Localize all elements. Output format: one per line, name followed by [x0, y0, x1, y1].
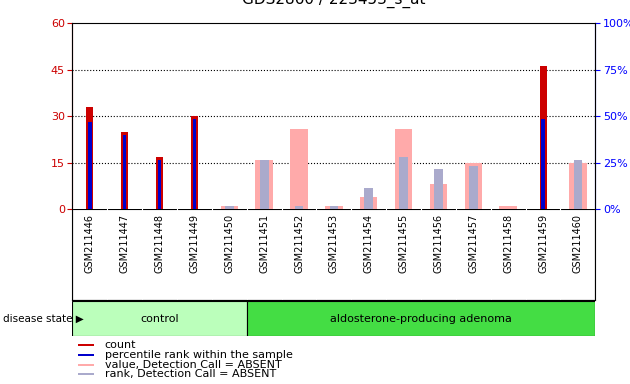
Text: count: count	[105, 340, 136, 350]
Text: GSM211449: GSM211449	[190, 214, 200, 273]
Text: GSM211446: GSM211446	[85, 214, 95, 273]
Text: percentile rank within the sample: percentile rank within the sample	[105, 350, 292, 360]
Text: GSM211456: GSM211456	[433, 214, 444, 273]
Text: GSM211454: GSM211454	[364, 214, 374, 273]
Bar	[395, 129, 412, 209]
Bar	[121, 132, 129, 209]
Text: control: control	[140, 314, 179, 324]
Bar	[156, 157, 163, 209]
Bar	[247, 301, 595, 336]
Text: GSM211448: GSM211448	[154, 214, 164, 273]
Bar	[191, 116, 198, 209]
Bar	[72, 209, 595, 300]
Bar	[329, 206, 338, 209]
Bar	[434, 169, 443, 209]
Bar	[569, 163, 587, 209]
Text: GSM211451: GSM211451	[259, 214, 269, 273]
Text: GSM211457: GSM211457	[468, 214, 478, 273]
Bar	[225, 206, 234, 209]
Bar	[539, 66, 547, 209]
Bar	[72, 301, 247, 336]
Text: GSM211459: GSM211459	[538, 214, 548, 273]
Bar	[290, 129, 307, 209]
Bar	[77, 354, 94, 356]
Bar	[77, 364, 94, 366]
Bar	[77, 344, 94, 346]
Bar	[77, 373, 94, 375]
Bar	[193, 119, 196, 209]
Bar	[260, 160, 268, 209]
Text: GSM211452: GSM211452	[294, 214, 304, 273]
Bar	[256, 160, 273, 209]
Bar	[465, 163, 482, 209]
Text: rank, Detection Call = ABSENT: rank, Detection Call = ABSENT	[105, 369, 276, 379]
Bar	[220, 206, 238, 209]
Bar	[325, 206, 343, 209]
Bar	[123, 135, 127, 209]
Text: GDS2860 / 223453_s_at: GDS2860 / 223453_s_at	[242, 0, 426, 8]
Bar	[360, 197, 377, 209]
Bar	[500, 206, 517, 209]
Text: GSM211455: GSM211455	[399, 214, 409, 273]
Text: GSM211447: GSM211447	[120, 214, 130, 273]
Bar	[295, 206, 304, 209]
Bar	[399, 157, 408, 209]
Bar	[88, 122, 91, 209]
Text: GSM211460: GSM211460	[573, 214, 583, 273]
Bar	[430, 184, 447, 209]
Text: aldosterone-producing adenoma: aldosterone-producing adenoma	[330, 314, 512, 324]
Text: GSM211458: GSM211458	[503, 214, 513, 273]
Text: value, Detection Call = ABSENT: value, Detection Call = ABSENT	[105, 359, 282, 369]
Bar	[469, 166, 478, 209]
Bar	[541, 119, 545, 209]
Text: GSM211450: GSM211450	[224, 214, 234, 273]
Text: disease state ▶: disease state ▶	[3, 314, 84, 324]
Bar	[86, 107, 93, 209]
Text: GSM211453: GSM211453	[329, 214, 339, 273]
Bar	[364, 187, 373, 209]
Bar	[573, 160, 582, 209]
Bar	[158, 160, 161, 209]
